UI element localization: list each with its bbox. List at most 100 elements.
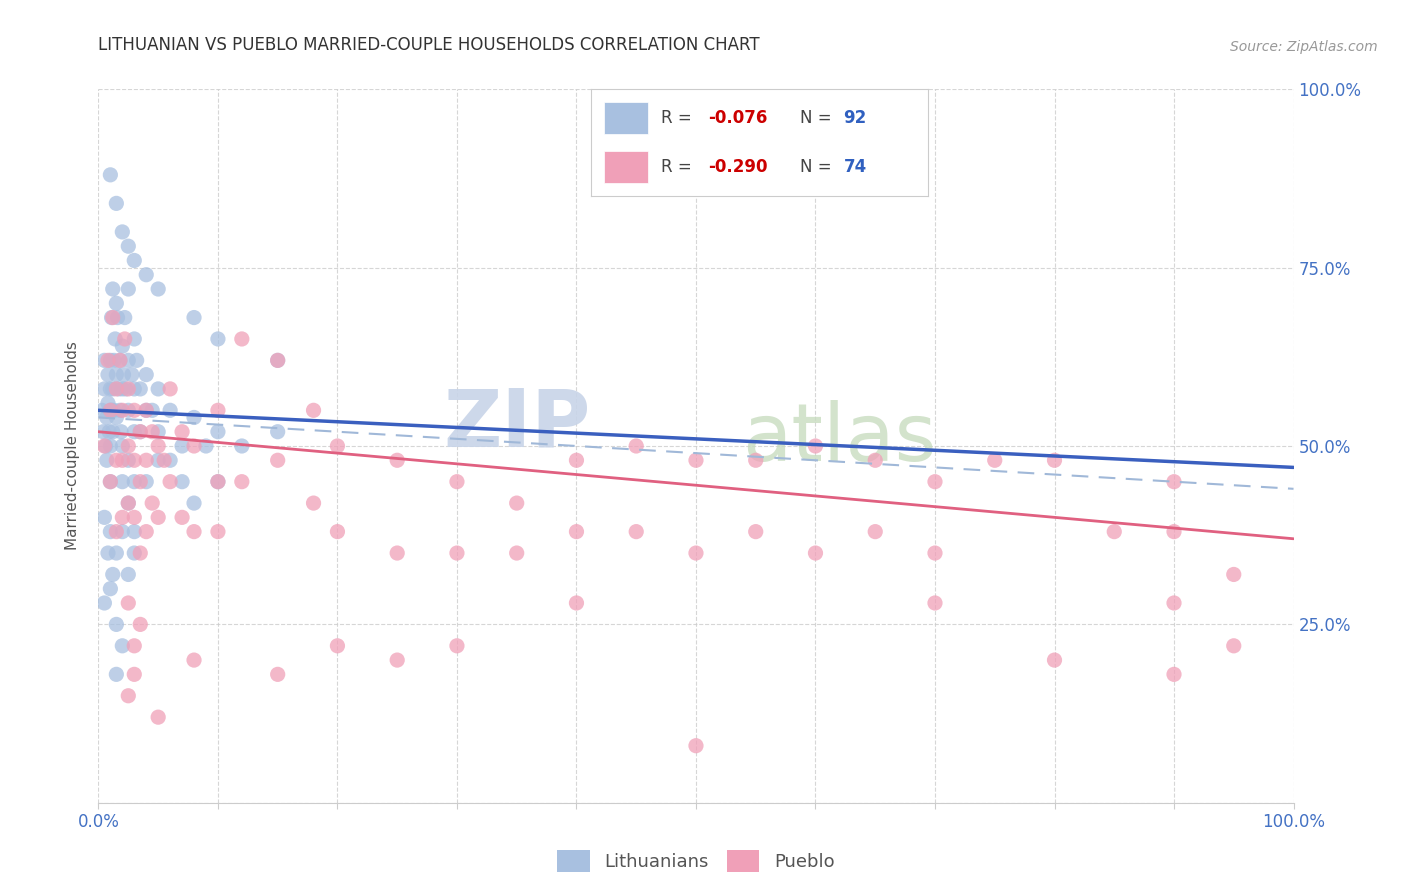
Point (105, 382, 128, 396)
Point (105, 410, 128, 425)
Text: LITHUANIAN VS PUEBLO MARRIED-COUPLE HOUSEHOLDS CORRELATION CHART: LITHUANIAN VS PUEBLO MARRIED-COUPLE HOUS… (98, 36, 761, 54)
Point (446, 639, 468, 653)
Point (97, 546, 120, 560)
Point (112, 368, 135, 382)
Point (91, 403, 114, 417)
Point (96, 453, 118, 467)
Point (96, 410, 118, 425)
Point (924, 596, 946, 610)
Point (172, 425, 194, 439)
Point (183, 524, 205, 539)
Point (207, 475, 229, 489)
Point (111, 439, 134, 453)
Point (129, 546, 152, 560)
Point (863, 524, 887, 539)
Point (302, 403, 325, 417)
Point (267, 353, 290, 368)
Point (98, 403, 122, 417)
Point (172, 439, 194, 453)
Text: N =: N = (800, 109, 837, 127)
Point (159, 453, 181, 467)
Point (93, 382, 115, 396)
Point (1163, 475, 1185, 489)
Point (207, 403, 229, 417)
Point (108, 353, 131, 368)
Point (93, 439, 115, 453)
Point (267, 425, 290, 439)
Point (148, 439, 170, 453)
Point (685, 739, 707, 753)
Point (135, 524, 157, 539)
Point (148, 510, 170, 524)
Point (1163, 524, 1185, 539)
Point (135, 475, 157, 489)
Text: -0.076: -0.076 (709, 109, 768, 127)
Y-axis label: Married-couple Households: Married-couple Households (65, 342, 80, 550)
Point (124, 639, 146, 653)
Point (129, 425, 152, 439)
Point (124, 382, 146, 396)
Point (110, 425, 132, 439)
Point (124, 332, 146, 346)
Point (117, 282, 139, 296)
Point (117, 439, 139, 453)
Point (1163, 596, 1185, 610)
Point (207, 524, 229, 539)
Point (108, 353, 131, 368)
Point (984, 453, 1007, 467)
Point (565, 596, 588, 610)
Point (804, 439, 827, 453)
Point (107, 310, 129, 325)
Point (111, 510, 134, 524)
Point (1043, 453, 1066, 467)
Point (105, 546, 128, 560)
Point (506, 496, 529, 510)
Point (207, 475, 229, 489)
Point (446, 475, 468, 489)
Point (135, 268, 157, 282)
Point (267, 667, 290, 681)
Point (117, 496, 139, 510)
Point (98, 475, 122, 489)
Point (506, 546, 529, 560)
Point (105, 667, 128, 681)
Point (1102, 524, 1125, 539)
Point (207, 425, 229, 439)
Point (148, 282, 170, 296)
Text: 92: 92 (844, 109, 868, 127)
Point (117, 453, 139, 467)
Point (115, 382, 138, 396)
Point (117, 689, 139, 703)
Point (231, 475, 253, 489)
Point (183, 653, 205, 667)
Point (97, 353, 120, 368)
Point (267, 453, 290, 467)
Point (267, 353, 290, 368)
Point (231, 439, 253, 453)
Point (105, 368, 128, 382)
Point (141, 425, 163, 439)
Point (924, 475, 946, 489)
Point (1222, 567, 1246, 582)
Point (385, 453, 409, 467)
Point (124, 524, 146, 539)
Point (98, 475, 122, 489)
Point (101, 382, 124, 396)
Point (105, 524, 128, 539)
Point (326, 439, 349, 453)
Point (101, 567, 124, 582)
Point (124, 453, 146, 467)
Point (159, 382, 181, 396)
Point (124, 475, 146, 489)
Point (124, 510, 146, 524)
Point (385, 653, 409, 667)
Point (114, 310, 136, 325)
Point (446, 546, 468, 560)
Point (207, 332, 229, 346)
Point (101, 310, 124, 325)
Point (101, 282, 124, 296)
Bar (605, 102, 648, 134)
Point (97, 368, 120, 382)
Point (183, 310, 205, 325)
Point (103, 353, 125, 368)
